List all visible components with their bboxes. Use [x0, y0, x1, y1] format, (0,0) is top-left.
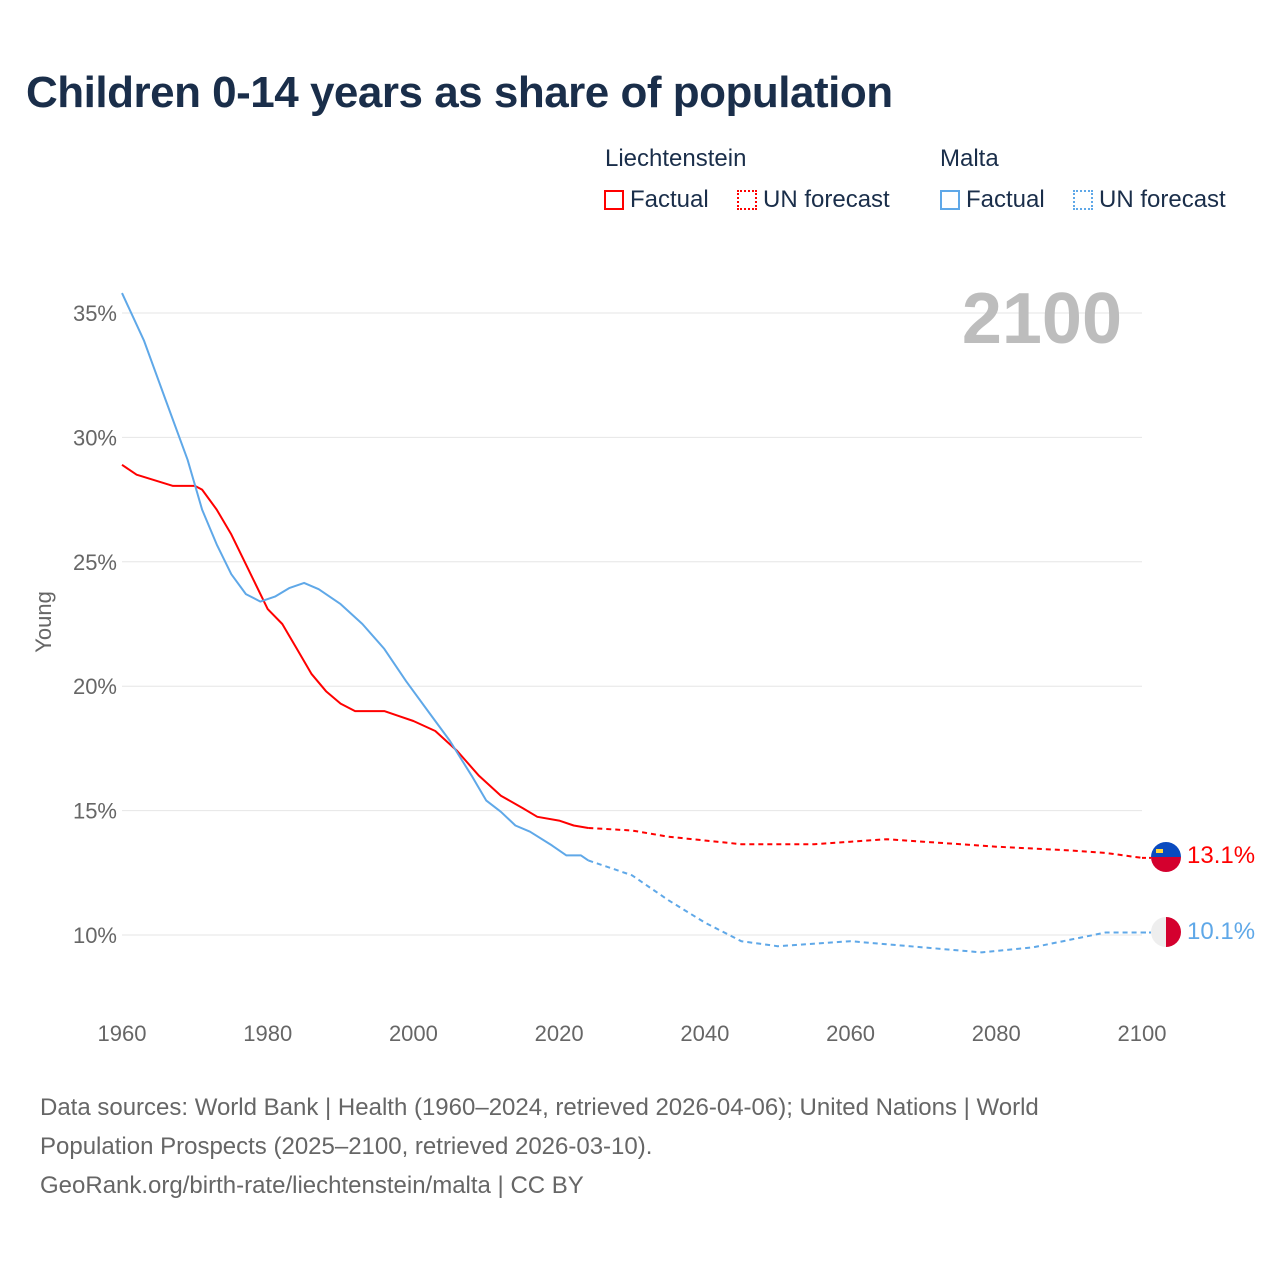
x-tick-label: 2100: [1118, 1021, 1167, 1046]
source-link[interactable]: GeoRank.org/birth-rate/liechtenstein/mal…: [40, 1172, 584, 1199]
x-tick-label: 2040: [680, 1021, 729, 1046]
x-tick-label: 1960: [98, 1021, 147, 1046]
y-tick-label: 10%: [73, 923, 117, 948]
y-tick-label: 30%: [73, 425, 117, 450]
source-line: Data sources: World Bank | Health (1960–…: [40, 1094, 1039, 1121]
legend-label: UN forecast: [1099, 186, 1226, 213]
series-line-liechtenstein-un-forecast: [588, 827, 1143, 859]
x-tick-label: 1980: [243, 1021, 292, 1046]
series-line-malta-factual: [121, 292, 589, 862]
series-line-malta-un-forecast: [587, 859, 1142, 954]
y-tick-label: 35%: [73, 301, 117, 326]
legend-swatch-dotted-icon: [737, 190, 757, 210]
end-label-liechtenstein: 13.1%: [1187, 842, 1255, 869]
legend-malta-factual[interactable]: Factual: [940, 186, 1045, 214]
legend-swatch-solid-icon: [604, 190, 624, 210]
legend-title-malta: Malta: [940, 145, 999, 172]
series-line-liechtenstein-factual: [121, 463, 589, 829]
x-tick-label: 2000: [389, 1021, 438, 1046]
end-label-malta: 10.1%: [1187, 918, 1255, 945]
malta-flag-icon: [1151, 917, 1181, 947]
x-tick-label: 2020: [535, 1021, 584, 1046]
legend-label: UN forecast: [763, 186, 890, 213]
y-axis-label: Young: [31, 591, 56, 653]
legend-swatch-solid-icon: [940, 190, 960, 210]
source-line: Population Prospects (2025–2100, retriev…: [40, 1133, 653, 1160]
y-tick-label: 15%: [73, 799, 117, 824]
legend-label: Factual: [630, 186, 709, 213]
legend-liechtenstein-factual[interactable]: Factual: [604, 186, 709, 214]
x-tick-label: 2080: [972, 1021, 1021, 1046]
legend-malta-forecast[interactable]: UN forecast: [1073, 186, 1226, 214]
legend-title-liechtenstein: Liechtenstein: [605, 145, 747, 172]
liechtenstein-flag-icon: [1151, 842, 1181, 872]
legend-swatch-dotted-icon: [1073, 190, 1093, 210]
year-watermark: 2100: [962, 279, 1122, 359]
source-note: Data sources: World Bank | Health (1960–…: [40, 1088, 1220, 1205]
legend-liechtenstein-forecast[interactable]: UN forecast: [737, 186, 890, 214]
y-tick-label: 25%: [73, 550, 117, 575]
y-tick-label: 20%: [73, 674, 117, 699]
legend-label: Factual: [966, 186, 1045, 213]
x-tick-label: 2060: [826, 1021, 875, 1046]
chart-title: Children 0-14 years as share of populati…: [26, 68, 893, 117]
